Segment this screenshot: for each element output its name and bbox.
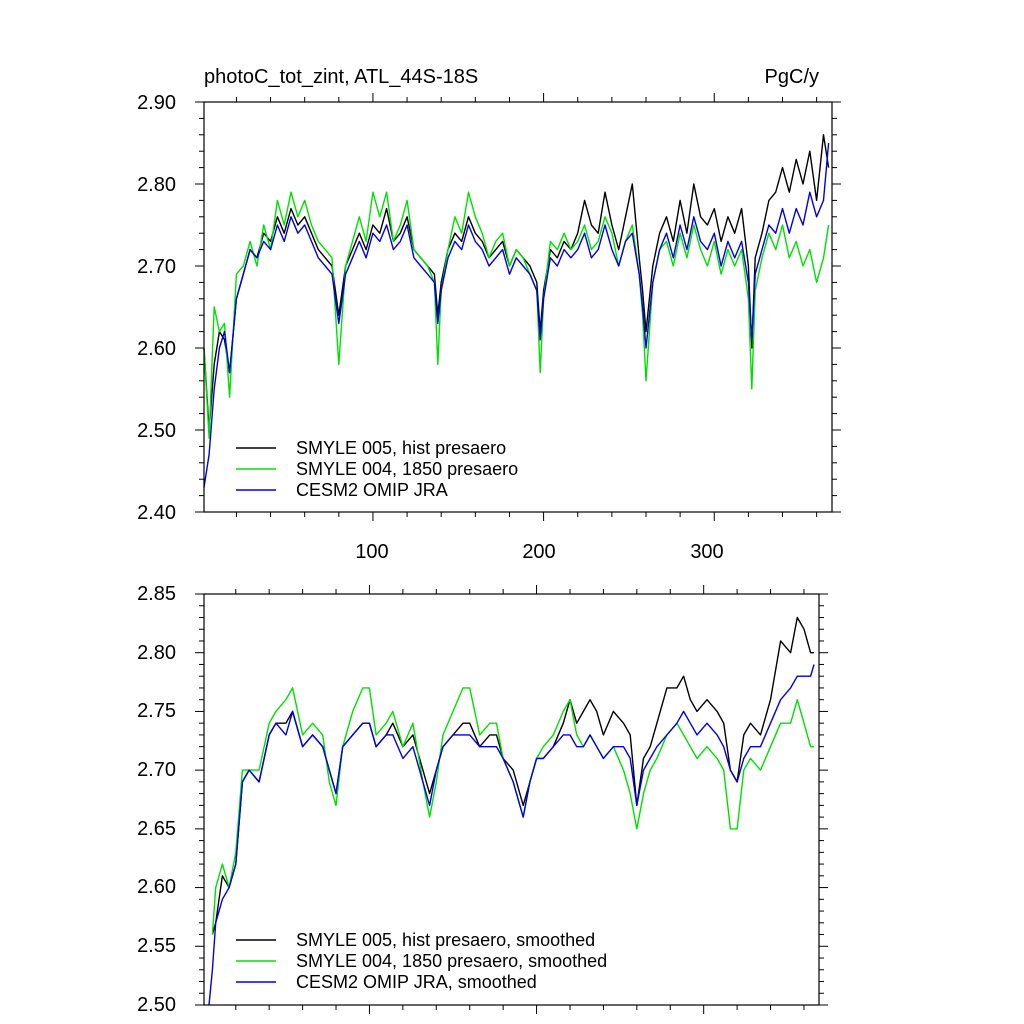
legend: SMYLE 005, hist presaero, smoothed SMYLE… bbox=[236, 930, 607, 992]
ytick-label: 2.80 bbox=[137, 642, 176, 664]
legend-label: CESM2 OMIP JRA, smoothed bbox=[296, 972, 537, 992]
series-line-cesm2-omip-jra bbox=[203, 142, 830, 488]
legend-label: SMYLE 005, hist presaero, smoothed bbox=[296, 930, 595, 950]
legend-label: SMYLE 004, 1850 presaero, smoothed bbox=[296, 951, 607, 971]
ytick-label: 2.70 bbox=[137, 759, 176, 781]
ytick-label: 2.85 bbox=[137, 583, 176, 605]
legend-label: SMYLE 005, hist presaero bbox=[296, 438, 506, 458]
series-line-cesm2-omip-jra-smoothed bbox=[208, 664, 815, 1006]
ytick-label: 2.70 bbox=[137, 256, 176, 278]
ytick-label: 2.60 bbox=[137, 338, 176, 360]
ytick-label: 2.90 bbox=[137, 92, 176, 114]
ytick-label: 2.40 bbox=[137, 502, 176, 524]
legend: SMYLE 005, hist presaero SMYLE 004, 1850… bbox=[236, 438, 518, 500]
plot-frame bbox=[203, 101, 833, 513]
xtick-label: 200 bbox=[522, 541, 555, 563]
plot-frame bbox=[203, 593, 820, 1006]
xtick-label: 300 bbox=[690, 541, 723, 563]
units-label: PgC/y bbox=[765, 66, 819, 88]
bottom-chart: 2.50 2.55 2.60 2.65 2.70 2.75 2.80 2.85 … bbox=[137, 583, 828, 1016]
chart-title: photoC_tot_zint, ATL_44S-18S bbox=[204, 66, 478, 88]
legend-label: SMYLE 004, 1850 presaero bbox=[296, 459, 518, 479]
ytick-label: 2.80 bbox=[137, 174, 176, 196]
ytick-label: 2.55 bbox=[137, 935, 176, 957]
ytick-label: 2.50 bbox=[137, 420, 176, 442]
xtick-label: 100 bbox=[355, 541, 388, 563]
legend-label: CESM2 OMIP JRA bbox=[296, 480, 448, 500]
ytick-label: 2.50 bbox=[137, 994, 176, 1016]
ytick-label: 2.65 bbox=[137, 818, 176, 840]
ytick-label: 2.60 bbox=[137, 876, 176, 898]
ytick-label: 2.75 bbox=[137, 700, 176, 722]
top-chart: photoC_tot_zint, ATL_44S-18S PgC/y 100 2… bbox=[137, 66, 841, 563]
series-line-smyle-004-1850-presaero bbox=[203, 191, 830, 439]
